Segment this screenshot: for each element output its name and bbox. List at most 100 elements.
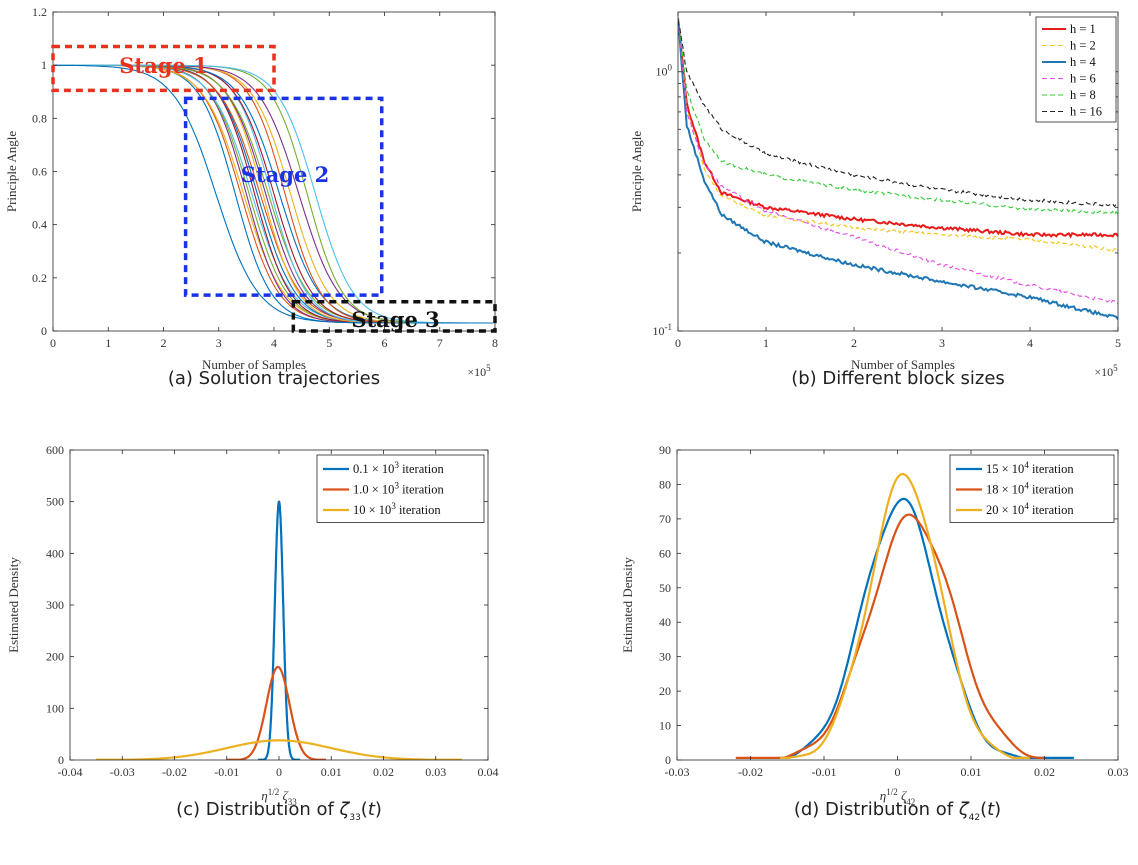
series-line-h=8 bbox=[678, 19, 1118, 216]
legend-entry: h = 8 bbox=[1070, 88, 1096, 102]
panel-b-ylabel: Principle Angle bbox=[629, 131, 644, 212]
panel-d-xtick-label: 0 bbox=[895, 765, 901, 779]
panel-d-xtick-label: -0.01 bbox=[812, 765, 837, 779]
panel-b-xtick-label: 5 bbox=[1115, 336, 1121, 350]
panel-b-xtick-label: 4 bbox=[1027, 336, 1033, 350]
panel-a-ylabel: Principle Angle bbox=[4, 131, 19, 212]
panel-c-legend: 0.1 × 103 iteration 1.0 × 103 iteration 10… bbox=[316, 454, 485, 523]
panel-d-ytick-label: 10 bbox=[659, 719, 671, 733]
panel-a-ytick-label: 1.2 bbox=[32, 5, 47, 19]
panel-a-xtick-label: 6 bbox=[382, 336, 388, 350]
panel-b-xtick-label: 1 bbox=[763, 336, 769, 350]
panel-b-xtick-label: 2 bbox=[851, 336, 857, 350]
panel-d-xtick-label: -0.02 bbox=[738, 765, 763, 779]
panel-c-xtick-label: 0.03 bbox=[425, 765, 446, 779]
panel-a-xtick-label: 1 bbox=[105, 336, 111, 350]
panel-d-xlabel: η1/2 ζ42 bbox=[880, 787, 915, 807]
panel-c: -0.04 -0.03 -0.02 -0.01 0 0.01 0.02 0.03 0.04 0 10… bbox=[6, 443, 499, 823]
legend-entry: h = 1 bbox=[1070, 22, 1096, 36]
panel-a-ytick-label: 0.4 bbox=[32, 218, 47, 232]
legend-entry: 20 × 104 iteration bbox=[986, 501, 1074, 517]
legend-entry: h = 2 bbox=[1070, 39, 1096, 53]
panel-d-xtick-label: -0.03 bbox=[665, 765, 690, 779]
panel-c-ytick-label: 400 bbox=[46, 546, 64, 560]
panel-a-xlabel: Number of Samples bbox=[202, 357, 306, 372]
panel-d-ylabel: Estimated Density bbox=[620, 557, 635, 653]
panel-b-legend: h = 1 h = 2 h = 4 h = 6 h = 8 h = 16 bbox=[1035, 16, 1117, 123]
panel-c-xtick-label: -0.01 bbox=[214, 765, 239, 779]
panel-a-ytick-label: 0 bbox=[41, 324, 47, 338]
density-line bbox=[779, 472, 1030, 759]
legend-entry: 1.0 × 103 iteration bbox=[353, 481, 444, 497]
panel-d-ytick-label: 90 bbox=[659, 443, 671, 457]
panel-d-xtick-label: 0.01 bbox=[961, 765, 982, 779]
trajectory-line bbox=[53, 64, 493, 324]
panel-d-ytick-label: 40 bbox=[659, 615, 671, 629]
panel-d-legend: 15 × 104 iteration 18 × 104 iteration 20 ×… bbox=[949, 454, 1115, 523]
panel-c-xtick-label: 0.01 bbox=[321, 765, 342, 779]
panel-d-ytick-label: 60 bbox=[659, 546, 671, 560]
panel-a-ytick-label: 0.2 bbox=[32, 271, 47, 285]
panel-c-xtick-label: 0.04 bbox=[478, 765, 499, 779]
panel-d-ytick-label: 70 bbox=[659, 512, 671, 526]
stage-3-label: Stage 3 bbox=[351, 307, 439, 332]
stage-2-label: Stage 2 bbox=[241, 162, 329, 187]
panel-d-ytick-label: 80 bbox=[659, 477, 671, 491]
panel-a-ytick-label: 1 bbox=[41, 58, 47, 72]
panel-b-axes-box bbox=[677, 11, 1119, 332]
stage-2-box bbox=[183, 96, 384, 297]
series-line-h=4 bbox=[678, 18, 1118, 320]
panel-b-xlabel: Number of Samples bbox=[851, 357, 955, 372]
panel-a-xtick-label: 8 bbox=[492, 336, 498, 350]
panel-c-ytick-label: 600 bbox=[46, 443, 64, 457]
panel-c-ylabel: Estimated Density bbox=[6, 557, 21, 653]
panel-a-xtick-label: 0 bbox=[50, 336, 56, 350]
panel-c-ytick-label: 300 bbox=[46, 598, 64, 612]
panel-a-xtick-label: 5 bbox=[326, 336, 332, 350]
legend-entry: h = 6 bbox=[1070, 72, 1096, 86]
series-line-h=2 bbox=[678, 18, 1118, 253]
legend-entry: h = 4 bbox=[1070, 55, 1097, 69]
panel-a-lines bbox=[53, 64, 493, 324]
density-line bbox=[226, 665, 326, 760]
panel-c-ytick-label: 100 bbox=[46, 701, 64, 715]
panel-d: -0.03 -0.02 -0.01 0 0.01 0.02 0.03 0 10 20 30 40 50 6… bbox=[620, 443, 1129, 823]
panel-c-ytick-label: 0 bbox=[58, 753, 64, 767]
panel-d-xtick-label: 0.02 bbox=[1034, 765, 1055, 779]
legend-entry: 10 × 103 iteration bbox=[353, 501, 441, 517]
panel-c-xtick-label: 0 bbox=[276, 765, 282, 779]
panel-c-xtick-label: -0.02 bbox=[162, 765, 187, 779]
panel-a-x-multiplier: ×105 bbox=[467, 363, 491, 379]
panel-a: 0 1 2 3 4 5 6 7 8 0 0.2 0.4 0.6 0.8 1 1.2 Stage 1 Stage 2… bbox=[4, 5, 498, 389]
legend-entry: 18 × 104 iteration bbox=[986, 481, 1074, 497]
panel-b-xtick-label: 3 bbox=[939, 336, 945, 350]
panel-c-lines bbox=[96, 500, 462, 760]
panel-c-xtick-label: 0.02 bbox=[373, 765, 394, 779]
panel-c-caption: (c) Distribution of ζ33(t) bbox=[176, 799, 382, 823]
legend-entry: h = 16 bbox=[1070, 105, 1102, 119]
panel-d-lines bbox=[735, 472, 1074, 759]
trajectory-line-early bbox=[53, 64, 493, 324]
series-line-h=6 bbox=[678, 19, 1118, 305]
panel-c-xlabel: η1/2 ζ33 bbox=[261, 787, 297, 807]
legend-entry: 0.1 × 103 iteration bbox=[353, 460, 444, 476]
series-line-h=1 bbox=[678, 17, 1118, 239]
panel-d-ytick-label: 20 bbox=[659, 684, 671, 698]
panel-a-xtick-label: 2 bbox=[161, 336, 167, 350]
panel-d-ytick-label: 30 bbox=[659, 650, 671, 664]
density-line bbox=[96, 739, 462, 760]
panel-c-xtick-label: -0.03 bbox=[110, 765, 135, 779]
legend-entry: 15 × 104 iteration bbox=[986, 460, 1074, 476]
panel-b-lines bbox=[678, 17, 1118, 320]
panel-a-xtick-label: 7 bbox=[437, 336, 443, 350]
panel-a-xtick-label: 3 bbox=[216, 336, 222, 350]
panel-d-ytick-label: 0 bbox=[665, 753, 671, 767]
panel-a-xtick-label: 4 bbox=[271, 336, 277, 350]
panel-b-xtick-label: 0 bbox=[675, 336, 681, 350]
panel-c-xtick-label: -0.04 bbox=[58, 765, 83, 779]
panel-c-ytick-label: 500 bbox=[46, 495, 64, 509]
series-line-h=16 bbox=[678, 20, 1118, 208]
panel-a-ytick-label: 0.6 bbox=[32, 165, 47, 179]
density-line bbox=[735, 513, 1045, 759]
